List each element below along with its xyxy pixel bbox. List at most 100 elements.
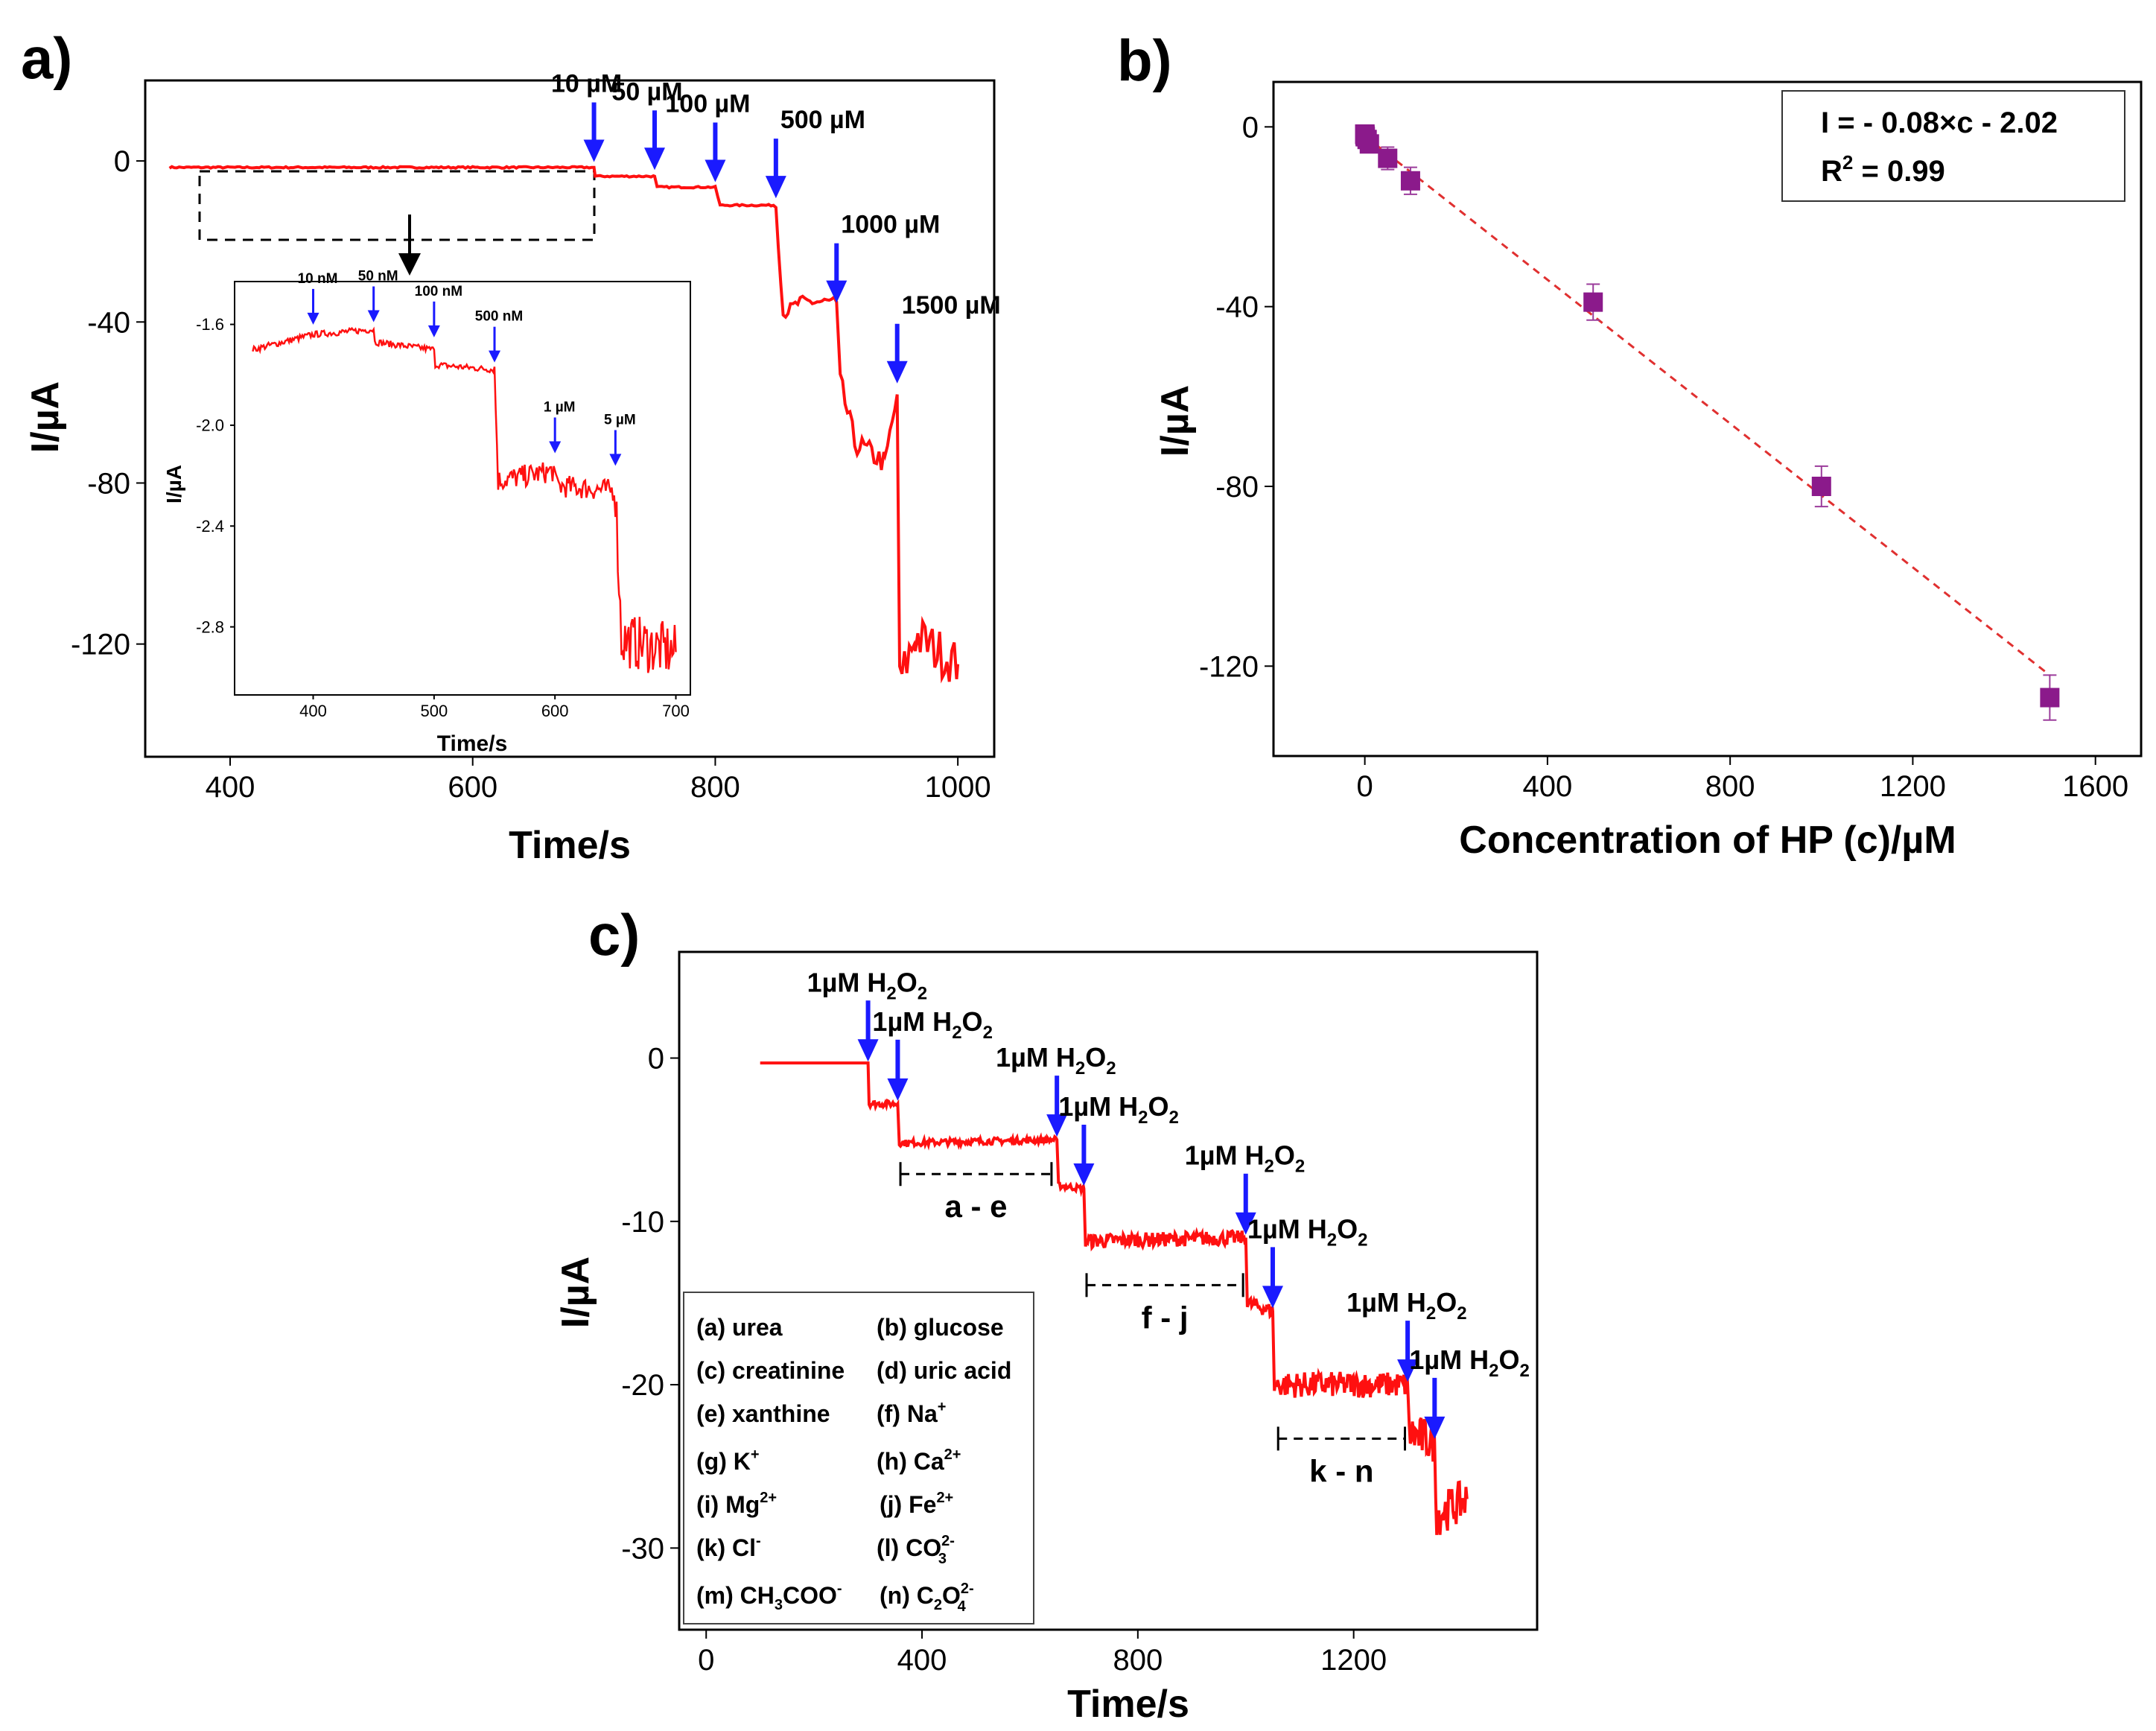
legend-f: (f) Na+ <box>877 1399 946 1427</box>
inset-arrowhead <box>609 454 622 466</box>
panel-b-point <box>1811 477 1831 496</box>
panel-c-arrow-label: 1µM H2O2 <box>996 1042 1116 1079</box>
panel-a-ytick-label: -120 <box>71 629 130 661</box>
panel-a-xtick-label: 400 <box>206 771 255 804</box>
panel-a-arrow-label: 100 µM <box>665 90 750 118</box>
legend-d: (d) uric acid <box>877 1357 1011 1384</box>
legend-e: (e) xanthine <box>696 1400 830 1427</box>
panel-b-point <box>1400 171 1420 191</box>
panel-b-ytick-label: -80 <box>1215 471 1259 504</box>
panel-a-current-trace <box>168 165 960 684</box>
inset-ytick-label: -2.4 <box>196 517 224 536</box>
panel-b-xtick-label: 1600 <box>2062 770 2128 803</box>
panel-c-ytick-label: -10 <box>621 1206 664 1239</box>
panel-c-arrowhead <box>1235 1212 1256 1235</box>
inset-frame <box>234 281 691 696</box>
panel-c-xtick-label: 400 <box>897 1644 947 1677</box>
panel-c-arrowhead <box>857 1039 879 1062</box>
panel-c-ticks: 0 400 800 1200 0 -10 -20 -30 <box>621 1043 1387 1677</box>
panel-c-ylabel: I/µA <box>554 1257 597 1328</box>
inset-xtick-label: 500 <box>420 702 448 720</box>
panel-a-arrow-label: 1500 µM <box>902 291 1001 320</box>
panel-b-xtick-label: 1200 <box>1880 770 1946 803</box>
inset-arrowhead <box>489 350 501 363</box>
panel-b-ytick-label: -120 <box>1199 650 1259 683</box>
panel-a-arrowhead <box>583 139 605 162</box>
inset-arrows: 10 nM 50 nM 100 nM 500 nM 1 µM 5 µM <box>298 269 636 466</box>
panel-c-arrow-label: 1µM H2O2 <box>807 967 928 1003</box>
panel-b-equation-box <box>1781 90 2125 202</box>
inset-arrowhead <box>367 310 380 323</box>
panel-a-xtick-label: 600 <box>448 771 497 804</box>
inset-current-trace <box>252 326 677 673</box>
panel-b-points <box>1355 124 2060 721</box>
panel-c-arrowhead <box>1424 1416 1446 1439</box>
panel-b-label: b) <box>1117 28 1172 93</box>
panel-b-frame <box>1272 80 2143 757</box>
panel-a-zoom-arrowhead <box>398 253 421 276</box>
panel-b: b) 0 400 800 1200 1600 0 -40 -80 -120 I/µA Conce… <box>1117 28 2143 862</box>
panel-a-ytick-label: 0 <box>114 145 130 178</box>
legend-c: (c) creatinine <box>696 1357 845 1384</box>
inset-arrowhead <box>549 441 562 454</box>
legend-m: (m) CH3COO- <box>696 1581 842 1613</box>
legend-b: (b) glucose <box>877 1314 1004 1341</box>
panel-a-xtick-label: 800 <box>690 771 740 804</box>
panel-c-arrow-label: 1µM H2O2 <box>1058 1091 1179 1128</box>
panel-c-arrow-label: 1µM H2O2 <box>1409 1344 1530 1381</box>
r2-rest: = 0.99 <box>1853 155 1944 188</box>
inset-arrow-label: 1 µM <box>544 400 576 416</box>
inset-xtick-label: 400 <box>299 702 327 720</box>
inset-arrowhead <box>427 325 440 337</box>
panel-c-xtick-label: 800 <box>1113 1644 1163 1677</box>
panel-a-xlabel: Time/s <box>509 824 631 867</box>
panel-a-frame <box>144 79 996 758</box>
panel-a-arrowhead <box>705 159 726 182</box>
panel-c-arrowhead <box>1073 1163 1095 1186</box>
panel-b-r2: R2 = 0.99 <box>1821 151 1945 188</box>
inset-arrow-label: 5 µM <box>604 412 636 428</box>
panel-c-ytick-label: -20 <box>621 1369 664 1402</box>
panel-c-arrow-label: 1µM H2O2 <box>872 1006 993 1043</box>
panel-c-ytick-label: 0 <box>648 1043 664 1076</box>
panel-b-fit-line <box>1364 135 2051 676</box>
panel-b-ticks: 0 400 800 1200 1600 0 -40 -80 -120 <box>1199 111 2128 803</box>
panel-a-inset: 400 500 600 700 -1.6 -2.0 -2.4 -2.8 I/µA Time/s… <box>162 269 691 756</box>
inset-ylabel: I/µA <box>162 465 185 504</box>
panel-b-xtick-label: 800 <box>1705 770 1755 803</box>
inset-arrow-label: 100 nM <box>415 284 462 299</box>
panel-c-arrowhead <box>1262 1286 1283 1309</box>
panel-a-arrowhead <box>644 147 665 171</box>
panel-c-arrowhead <box>887 1078 909 1101</box>
panel-b-ylabel: I/µA <box>1154 385 1197 457</box>
inset-arrow-label: 50 nM <box>358 269 398 285</box>
panel-a-arrow-label: 10 µM <box>551 70 622 98</box>
panel-a-arrow-label: 500 µM <box>780 106 865 134</box>
panel-b-equation: I = - 0.08×c - 2.02 <box>1821 107 2058 139</box>
panel-b-point <box>1359 134 1379 154</box>
inset-ticks: 400 500 600 700 -1.6 -2.0 -2.4 -2.8 <box>196 315 690 720</box>
panel-b-xlabel: Concentration of HP (c)/µM <box>1459 819 1956 862</box>
r2-sup: 2 <box>1842 151 1853 174</box>
legend-a: (a) urea <box>696 1314 783 1341</box>
panel-b-xtick-label: 400 <box>1523 770 1573 803</box>
panel-a-arrow-label: 50 µM <box>611 77 682 106</box>
panel-b-point <box>1583 292 1603 312</box>
panel-a-ticks: 400 600 800 1000 0 -40 -80 -120 <box>71 145 991 804</box>
panel-a-arrowhead <box>886 361 908 384</box>
panel-c-range-label: f - j <box>1142 1300 1189 1335</box>
legend-g: (g) K+ <box>696 1446 760 1475</box>
panel-c-arrow-label: 1µM H2O2 <box>1185 1140 1306 1177</box>
panel-a-ytick-label: -80 <box>87 467 130 500</box>
panel-c-ranges: a - e f - j k - n <box>899 1162 1406 1488</box>
inset-xtick-label: 700 <box>662 702 690 720</box>
panel-b-xtick-label: 0 <box>1357 770 1373 803</box>
inset-xlabel: Time/s <box>437 731 508 756</box>
panel-c-arrow-label: 1µM H2O2 <box>1247 1213 1368 1250</box>
panel-b-ytick-label: -40 <box>1215 291 1259 324</box>
panel-b-point <box>2040 687 2060 708</box>
panel-b-point <box>1378 148 1398 168</box>
